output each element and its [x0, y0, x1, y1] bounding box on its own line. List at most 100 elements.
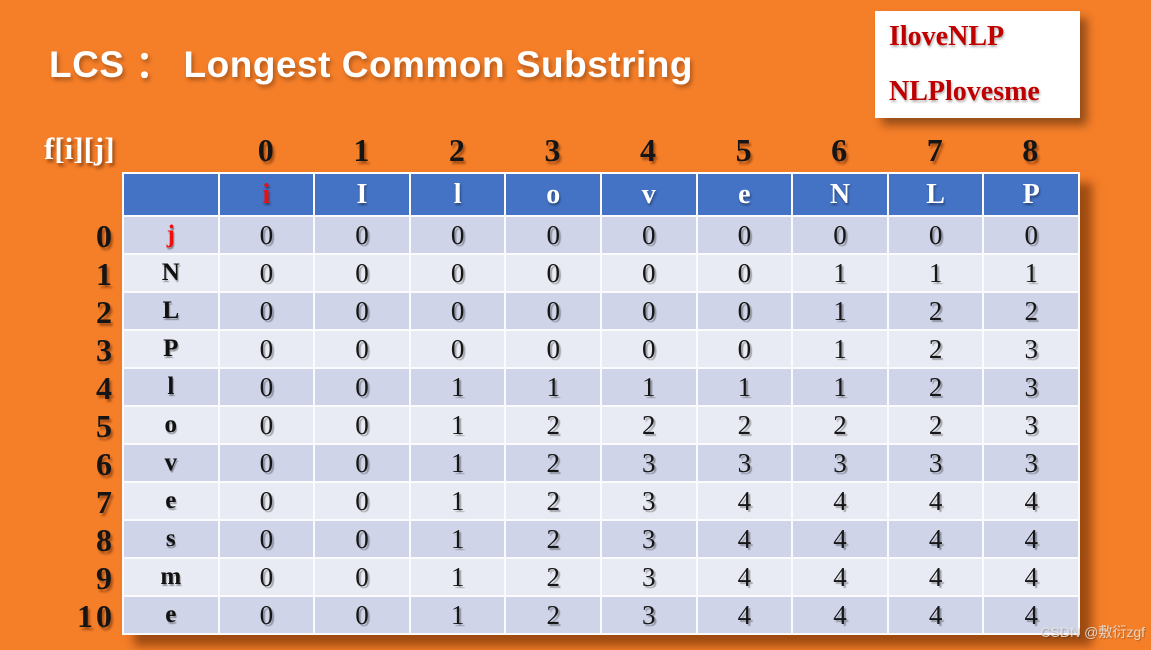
header-letter-cell: N [793, 174, 887, 215]
header-letter-cell: P [984, 174, 1078, 215]
value-cell: 3 [601, 521, 696, 557]
row-index: 7 [96, 483, 115, 520]
value-cell: 1 [984, 255, 1078, 291]
value-cell: 0 [410, 331, 505, 367]
value-cell: 0 [315, 445, 409, 481]
value-cell: 2 [984, 293, 1078, 329]
value-cell: 2 [601, 407, 696, 443]
value-cell: 1 [410, 445, 505, 481]
value-cell: 4 [888, 597, 983, 633]
header-corner-cell [124, 174, 218, 215]
row-letter-cell: v [124, 445, 218, 481]
row-index: 0 [96, 217, 115, 254]
string-b: NLPlovesme [889, 76, 1040, 107]
value-cell: 0 [219, 483, 314, 519]
value-cell: 3 [601, 483, 696, 519]
row-index: 10 [77, 597, 115, 634]
row-index: 9 [96, 559, 115, 596]
value-cell: 0 [219, 293, 314, 329]
value-cell: 0 [506, 293, 600, 329]
row-letter-cell: j [124, 217, 218, 253]
value-cell: 0 [410, 217, 505, 253]
value-cell: 1 [888, 255, 983, 291]
value-cell: 4 [888, 483, 983, 519]
value-cell: 1 [793, 369, 887, 405]
row-index: 5 [96, 407, 115, 444]
value-cell: 0 [219, 255, 314, 291]
value-cell: 1 [410, 483, 505, 519]
value-cell: 2 [888, 331, 983, 367]
value-cell: 4 [697, 521, 792, 557]
value-cell: 1 [410, 521, 505, 557]
row-index: 8 [96, 521, 115, 558]
value-cell: 0 [506, 255, 600, 291]
value-cell: 4 [793, 521, 887, 557]
value-cell: 2 [888, 293, 983, 329]
header-letter-cell: i [219, 174, 314, 215]
value-cell: 0 [219, 521, 314, 557]
value-cell: 2 [888, 369, 983, 405]
value-cell: 0 [219, 217, 314, 253]
value-cell: 3 [888, 445, 983, 481]
value-cell: 0 [506, 217, 600, 253]
header-letter-cell: l [410, 174, 505, 215]
row-index: 6 [96, 445, 115, 482]
value-cell: 0 [410, 293, 505, 329]
value-cell: 0 [219, 559, 314, 595]
value-cell: 0 [601, 255, 696, 291]
value-cell: 0 [601, 293, 696, 329]
value-cell: 3 [601, 445, 696, 481]
value-cell: 1 [410, 559, 505, 595]
value-cell: 4 [793, 559, 887, 595]
value-cell: 1 [410, 369, 505, 405]
value-cell: 0 [315, 559, 409, 595]
column-index: 4 [640, 131, 657, 168]
value-cell: 0 [601, 217, 696, 253]
row-index: 1 [96, 255, 115, 292]
column-index: 2 [448, 131, 465, 168]
row-letter-cell: P [124, 331, 218, 367]
value-cell: 3 [601, 597, 696, 633]
value-cell: 1 [601, 369, 696, 405]
column-index: 3 [544, 131, 561, 168]
row-index: 3 [96, 331, 115, 368]
column-index: 5 [735, 131, 752, 168]
value-cell: 0 [219, 331, 314, 367]
row-letter-cell: N [124, 255, 218, 291]
value-cell: 0 [601, 331, 696, 367]
value-cell: 2 [506, 597, 600, 633]
value-cell: 4 [888, 521, 983, 557]
row-letter-cell: s [124, 521, 218, 557]
value-cell: 4 [984, 597, 1078, 633]
value-cell: 0 [697, 293, 792, 329]
value-cell: 2 [506, 407, 600, 443]
value-cell: 4 [793, 597, 887, 633]
value-cell: 2 [697, 407, 792, 443]
value-cell: 0 [315, 331, 409, 367]
header-letter-cell: e [697, 174, 792, 215]
value-cell: 3 [601, 559, 696, 595]
value-cell: 0 [315, 255, 409, 291]
value-cell: 3 [984, 407, 1078, 443]
value-cell: 0 [697, 255, 792, 291]
string-a: IloveNLP [889, 21, 1005, 52]
value-cell: 2 [793, 407, 887, 443]
value-cell: 0 [888, 217, 983, 253]
value-cell: 1 [793, 331, 887, 367]
column-index: 6 [831, 131, 848, 168]
row-letter-cell: e [124, 483, 218, 519]
value-cell: 0 [984, 217, 1078, 253]
value-cell: 0 [219, 369, 314, 405]
value-cell: 1 [506, 369, 600, 405]
value-cell: 2 [506, 521, 600, 557]
value-cell: 0 [793, 217, 887, 253]
value-cell: 4 [793, 483, 887, 519]
row-index: 4 [96, 369, 115, 406]
row-letter-cell: e [124, 597, 218, 633]
value-cell: 2 [506, 559, 600, 595]
row-letter-cell: l [124, 369, 218, 405]
value-cell: 4 [697, 559, 792, 595]
value-cell: 1 [697, 369, 792, 405]
